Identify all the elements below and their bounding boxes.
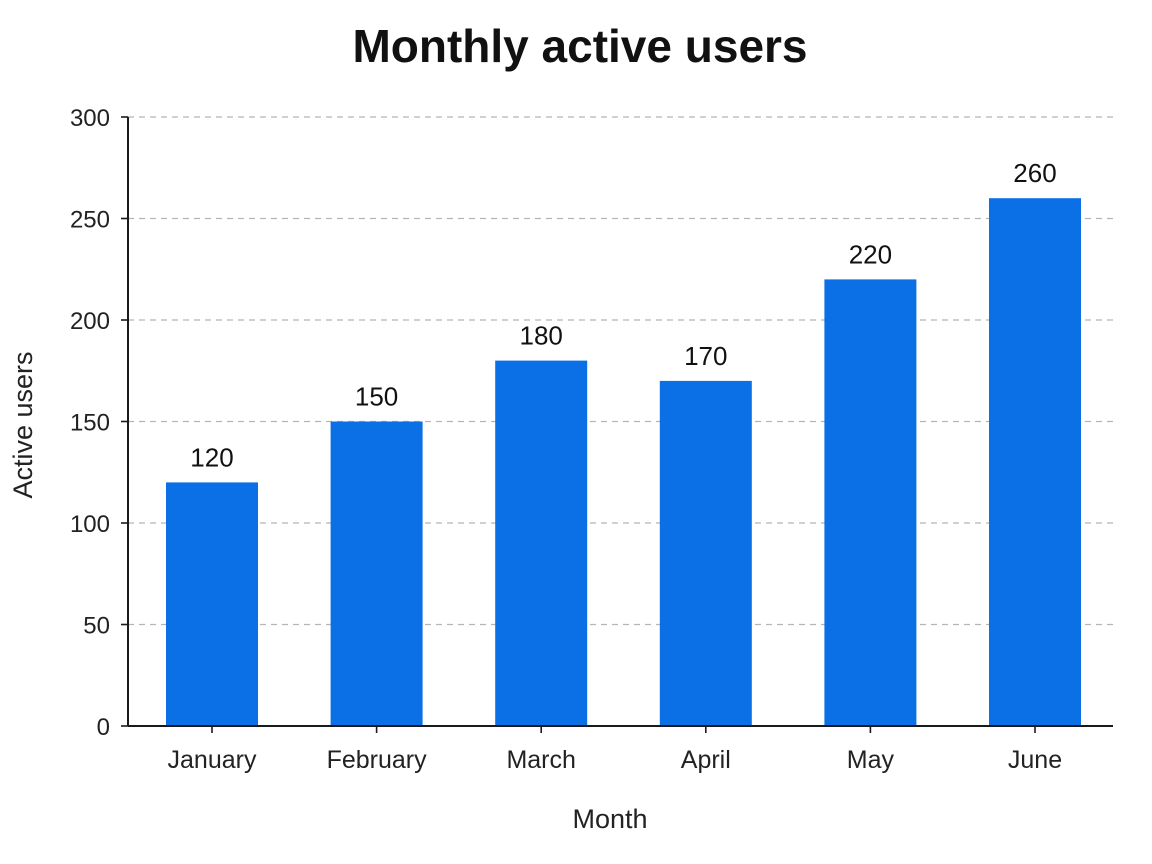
bar	[989, 198, 1081, 726]
y-tick-label: 150	[70, 410, 110, 437]
data-label: 180	[520, 321, 563, 351]
y-tick-label: 50	[83, 613, 110, 640]
y-axis-ticks: 0 50 100 150 200 250 300	[70, 105, 128, 741]
x-tick-label: January	[168, 746, 257, 774]
data-label: 170	[684, 341, 727, 371]
y-tick-label: 300	[70, 105, 110, 132]
bar	[330, 421, 423, 726]
chart-title: Monthly active users	[352, 20, 807, 72]
x-tick-label: February	[327, 746, 428, 774]
x-tick-label: April	[681, 746, 731, 774]
grid-lines	[128, 116, 1113, 626]
y-tick-label: 100	[70, 511, 110, 538]
x-axis-label: Month	[572, 804, 647, 834]
data-label: 150	[355, 382, 398, 412]
data-labels: 120 150 180 170 220 260	[190, 158, 1056, 472]
x-tick-label: June	[1008, 746, 1062, 774]
x-tick-label: March	[506, 746, 575, 774]
y-tick-label: 250	[70, 207, 110, 234]
data-label: 220	[849, 239, 892, 269]
x-tick-label: May	[847, 746, 895, 774]
bar	[659, 380, 752, 726]
y-tick-label: 200	[70, 308, 110, 335]
y-axis-label: Active users	[8, 351, 38, 498]
data-label: 120	[190, 442, 233, 472]
data-label: 260	[1013, 158, 1056, 188]
bar	[166, 482, 258, 726]
bars	[166, 198, 1081, 726]
bar	[824, 279, 917, 726]
y-tick-label: 0	[97, 714, 110, 741]
bar	[495, 360, 588, 726]
x-axis-ticks: January February March April May June	[168, 726, 1062, 774]
